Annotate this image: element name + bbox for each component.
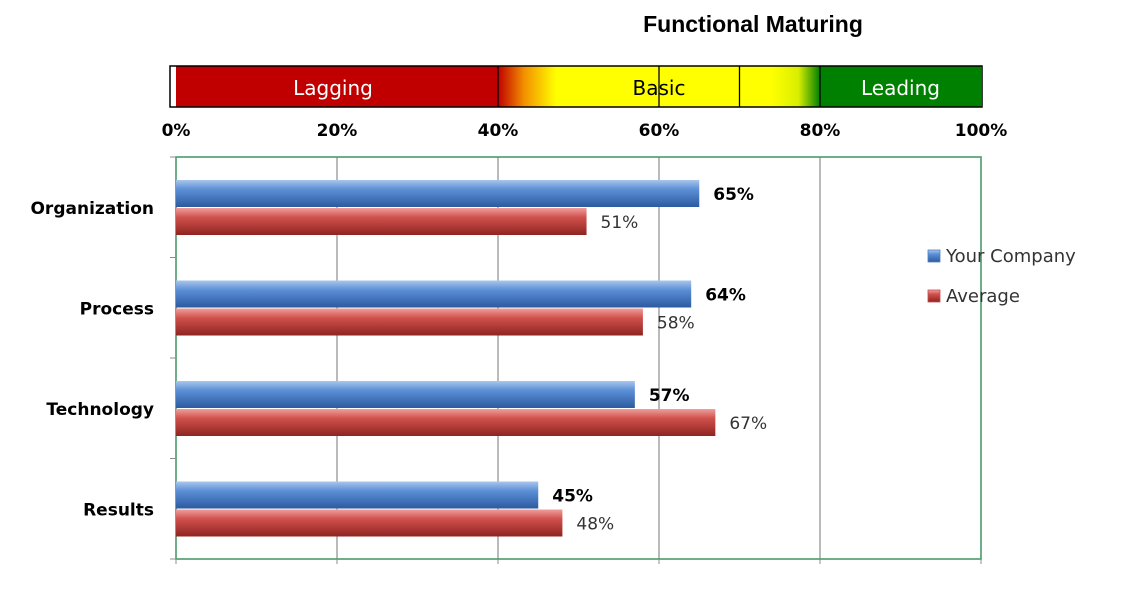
legend-swatch [927, 289, 941, 303]
bar-your-company [176, 481, 539, 509]
data-label: 67% [729, 414, 767, 434]
scale-gradient-left [498, 66, 556, 107]
scale-label-leading: Leading [861, 76, 940, 100]
scale-segment-leading [820, 66, 981, 107]
maturity-scale-band: Lagging Basic Leading [169, 65, 983, 108]
scale-label-lagging: Lagging [293, 76, 373, 100]
legend: Your Company Average [927, 246, 1076, 307]
bar-your-company [176, 180, 700, 207]
data-label: 51% [601, 213, 639, 233]
data-label: 64% [705, 286, 746, 306]
data-label: 45% [552, 487, 593, 507]
legend-entry: Average [946, 286, 1020, 307]
scale-gradient-right [772, 66, 820, 107]
chart-title: Functional Maturing [643, 11, 863, 37]
bar-your-company [176, 280, 692, 308]
category-label: Results [83, 501, 154, 521]
category-label: Organization [30, 199, 154, 219]
data-label: 48% [576, 515, 614, 535]
category-labels: Organization Process Technology Results [30, 199, 154, 521]
x-tick-label: 40% [478, 121, 519, 141]
x-axis-ticks: 0% 20% 40% 60% 80% 100% [162, 121, 1008, 141]
bars: 65% 51% 64% 58% 57% 67% 45% 48% [176, 180, 767, 537]
x-tick-label: 20% [317, 121, 358, 141]
x-tick-label: 80% [800, 121, 841, 141]
legend-entry: Your Company [945, 246, 1076, 267]
legend-swatch [927, 249, 941, 263]
bar-average [176, 409, 716, 436]
bar-your-company [176, 381, 635, 408]
scale-outline [169, 65, 983, 108]
data-label: 58% [657, 314, 695, 334]
scale-segment-lagging [176, 66, 498, 107]
x-tick-label: 0% [162, 121, 191, 141]
data-label: 57% [649, 386, 690, 406]
x-tick-label: 60% [639, 121, 680, 141]
bar-average [176, 509, 563, 537]
bar-average [176, 308, 643, 336]
x-tick-label: 100% [955, 121, 1008, 141]
category-label: Process [80, 300, 154, 320]
category-label: Technology [46, 400, 154, 420]
bar-average [176, 208, 587, 235]
data-label: 65% [713, 185, 754, 205]
scale-label-basic: Basic [633, 76, 686, 100]
